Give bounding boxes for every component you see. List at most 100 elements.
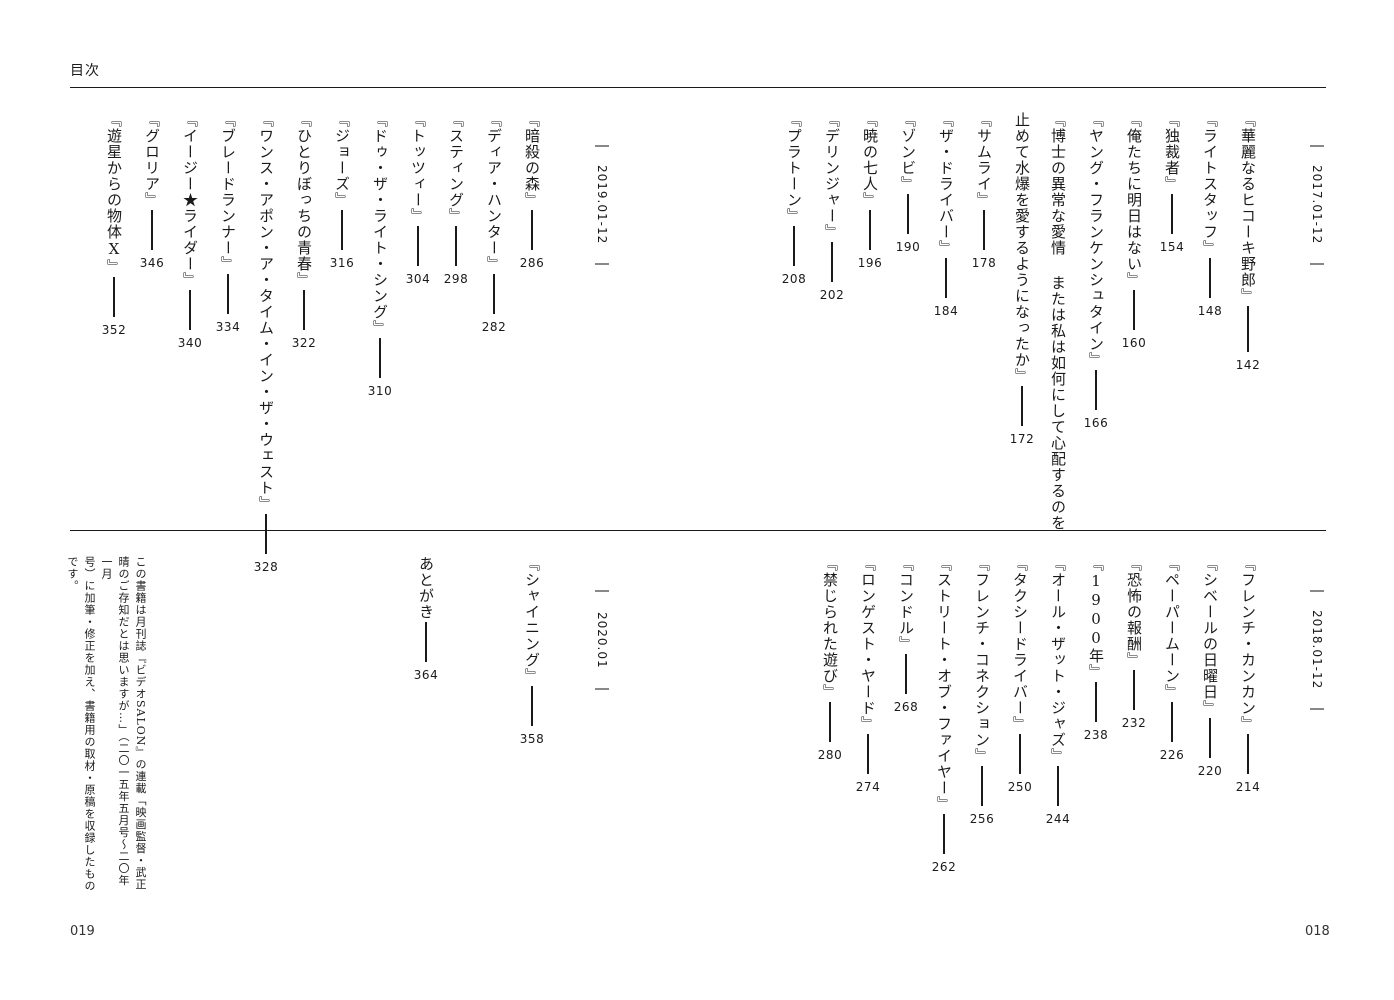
page-number: 214: [1235, 780, 1261, 794]
toc-entry[interactable]: 『1900年』 238: [1082, 556, 1110, 742]
toc-entry[interactable]: 『グロリア』 346: [138, 112, 166, 270]
entry-title: 『トッツィー』: [409, 112, 427, 224]
toc-entry[interactable]: 『ブレードランナー』 334: [214, 112, 242, 334]
page-number: 184: [933, 304, 959, 318]
leader-line: [1095, 370, 1097, 410]
page-number: 166: [1083, 416, 1109, 430]
leader-line: [1095, 682, 1097, 722]
page-number: 316: [329, 256, 355, 270]
entry-title: 『華麗なるヒコーキ野郎』: [1239, 112, 1257, 304]
page-number: 352: [101, 323, 127, 337]
middle-rule: [70, 530, 1326, 531]
toc-entry[interactable]: 『トッツィー』 304: [404, 112, 432, 286]
entry-title: 『シャイニング』: [523, 556, 541, 684]
leader-line: [905, 654, 907, 694]
page-number-right: 018: [1305, 924, 1330, 939]
entry-title: 『フレンチ・コネクション』: [973, 556, 991, 764]
entry-title: 『ブレードランナー』: [219, 112, 237, 272]
note-line: 号）に加筆・修正を加え、書籍用の取材・原稿を収録したものです。: [66, 556, 96, 892]
leader-line: [793, 226, 795, 266]
toc-entry-continued[interactable]: 止めて水爆を愛するようになったか』 172: [1008, 112, 1036, 446]
toc-entry[interactable]: 『シベールの日曜日』 220: [1196, 556, 1224, 778]
toc-entry[interactable]: 『ストリート・オブ・ファイヤー』 262: [930, 556, 958, 874]
leader-line: [1247, 734, 1249, 774]
toc-entry[interactable]: 『ザ・ドライバー』 184: [932, 112, 960, 318]
toc-entry[interactable]: 『禁じられた遊び』 280: [816, 556, 844, 762]
toc-entry[interactable]: 『華麗なるヒコーキ野郎』 142: [1234, 112, 1262, 372]
entry-title: 『暁の七人』: [861, 112, 879, 208]
toc-entry[interactable]: 『タクシードライバー』 250: [1006, 556, 1034, 794]
toc-entry[interactable]: 『イージー★ライダー』 340: [176, 112, 204, 350]
leader-line: [1171, 702, 1173, 742]
toc-entry[interactable]: 『ジョーズ』 316: [328, 112, 356, 270]
toc-entry[interactable]: 『ペーパームーン』 226: [1158, 556, 1186, 762]
page-number: 334: [215, 320, 241, 334]
page-number: 232: [1121, 716, 1147, 730]
toc-entry[interactable]: 『プラトーン』 208: [780, 112, 808, 286]
page-number: 238: [1083, 728, 1109, 742]
toc-entry[interactable]: 『ディア・ハンター』 282: [480, 112, 508, 334]
leader-line: [1133, 670, 1135, 710]
page-number: 208: [781, 272, 807, 286]
leader-line: [1247, 306, 1249, 352]
toc-entry[interactable]: 『ワンス・アポン・ア・タイム・イン・ザ・ウェスト』 328: [252, 112, 280, 574]
toc-entry[interactable]: 『恐怖の報酬』 232: [1120, 556, 1148, 730]
leader-line: [189, 290, 191, 330]
entry-title: 『ワンス・アポン・ア・タイム・イン・ザ・ウェスト』: [257, 112, 275, 512]
leader-line: [151, 210, 153, 250]
entry-title: 『サムライ』: [975, 112, 993, 208]
page-number: 178: [971, 256, 997, 270]
leader-line: [455, 226, 457, 266]
toc-entry[interactable]: 『俺たちに明日はない』 160: [1120, 112, 1148, 350]
leader-line: [1209, 718, 1211, 758]
toc-entry[interactable]: 『フレンチ・コネクション』 256: [968, 556, 996, 826]
entry-title: 『ライトスタッフ』: [1201, 112, 1219, 256]
toc-entry[interactable]: 『ロンゲスト・ヤード』 274: [854, 556, 882, 794]
page-number: 202: [819, 288, 845, 302]
page-number: 172: [1009, 432, 1035, 446]
note-line: この書籍は月刊誌『ビデオSALON』の連載「映画監督・武正: [134, 556, 147, 891]
leader-line: [531, 686, 533, 726]
entry-title: 『俺たちに明日はない』: [1125, 112, 1143, 288]
leader-line: [1057, 766, 1059, 806]
entry-title: 『博士の異常な愛情 または私は如何にして心配するのを: [1049, 112, 1067, 531]
entry-title: 『恐怖の報酬』: [1125, 556, 1143, 668]
leader-line: [531, 210, 533, 250]
page-number: 346: [139, 256, 165, 270]
page-number: 340: [177, 336, 203, 350]
page-number: 256: [969, 812, 995, 826]
leader-line: [945, 258, 947, 298]
entry-title: 『ゾンビ』: [899, 112, 917, 192]
leader-line: [265, 514, 267, 554]
section-label-2017: 2017.01-12: [1308, 145, 1326, 265]
toc-entry[interactable]: 『ライトスタッフ』 148: [1196, 112, 1224, 318]
entry-title: 『暗殺の森』: [523, 112, 541, 208]
toc-entry[interactable]: 『オール・ザット・ジャズ』 244: [1044, 556, 1072, 826]
page-number: 196: [857, 256, 883, 270]
toc-entry[interactable]: 『デリンジャー』 202: [818, 112, 846, 302]
toc-entry[interactable]: 『フレンチ・カンカン』 214: [1234, 556, 1262, 794]
toc-entry[interactable]: 『博士の異常な愛情 または私は如何にして心配するのを: [1044, 112, 1072, 531]
toc-entry[interactable]: 『暗殺の森』 286: [518, 112, 546, 270]
toc-entry[interactable]: 『暁の七人』 196: [856, 112, 884, 270]
toc-entry-afterword[interactable]: あとがき 364: [412, 556, 440, 682]
toc-entry[interactable]: 『スティング』 298: [442, 112, 470, 286]
entry-title: 『1900年』: [1087, 556, 1105, 680]
leader-line: [1021, 386, 1023, 426]
leader-line: [829, 702, 831, 742]
toc-entry[interactable]: 『コンドル』 268: [892, 556, 920, 714]
toc-entry[interactable]: 『ひとりぼっちの青春』 322: [290, 112, 318, 350]
toc-entry[interactable]: 『ヤング・フランケンシュタイン』 166: [1082, 112, 1110, 430]
toc-entry[interactable]: 『独裁者』 154: [1158, 112, 1186, 254]
leader-line: [227, 274, 229, 314]
toc-entry[interactable]: 『サムライ』 178: [970, 112, 998, 270]
leader-line: [379, 338, 381, 378]
entry-title: 『遊星からの物体X』: [105, 112, 123, 275]
page-number: 298: [443, 272, 469, 286]
toc-entry[interactable]: 『遊星からの物体X』 352: [100, 112, 128, 337]
page-number: 226: [1159, 748, 1185, 762]
toc-entry[interactable]: 『ドゥ・ザ・ライト・シング』 310: [366, 112, 394, 398]
entry-title: 『オール・ザット・ジャズ』: [1049, 556, 1067, 764]
toc-entry[interactable]: 『ゾンビ』 190: [894, 112, 922, 254]
toc-entry[interactable]: 『シャイニング』 358: [518, 556, 546, 746]
